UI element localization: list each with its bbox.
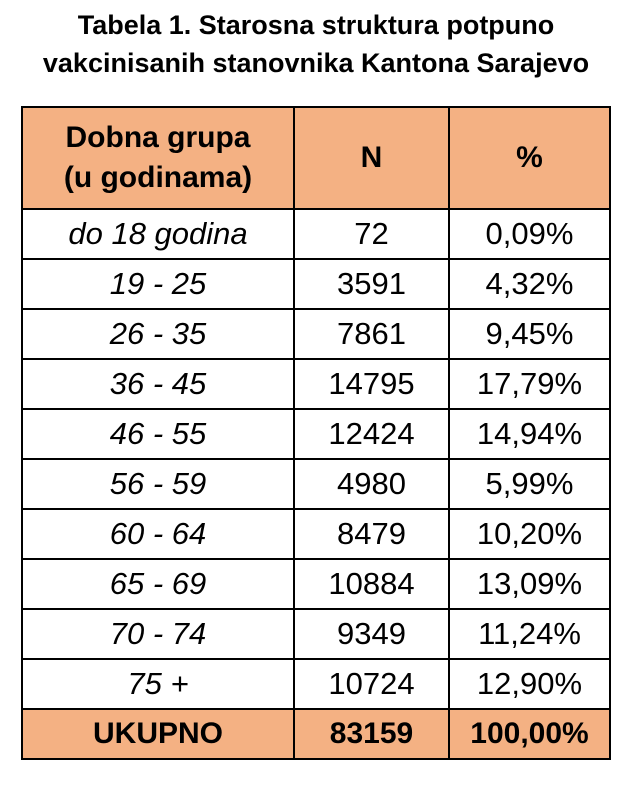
- percent-cell: 4,32%: [448, 258, 611, 310]
- header-percent: %: [448, 106, 611, 210]
- n-cell: 12424: [293, 408, 450, 460]
- table-row: 70 - 74 9349 11,24%: [21, 608, 611, 660]
- table-row: 65 - 69 10884 13,09%: [21, 558, 611, 610]
- table-row: 36 - 45 14795 17,79%: [21, 358, 611, 410]
- table-row: do 18 godina 72 0,09%: [21, 208, 611, 260]
- percent-cell: 12,90%: [448, 658, 611, 710]
- table-row: 46 - 55 12424 14,94%: [21, 408, 611, 460]
- age-group-cell: 70 - 74: [21, 608, 295, 660]
- total-label: UKUPNO: [21, 708, 295, 760]
- table-row: 75 +10724 12,90%: [21, 658, 611, 710]
- percent-cell: 14,94%: [448, 408, 611, 460]
- header-n: N: [293, 106, 450, 210]
- table-row: 56 - 59 4980 5,99%: [21, 458, 611, 510]
- age-group-cell: 19 - 25: [21, 258, 295, 310]
- n-cell: 8479: [293, 508, 450, 560]
- percent-cell: 11,24%: [448, 608, 611, 660]
- age-group-cell: 56 - 59: [21, 458, 295, 510]
- n-cell: 7861: [293, 308, 450, 360]
- n-cell: 4980: [293, 458, 450, 510]
- age-group-cell: do 18 godina: [21, 208, 295, 260]
- table-row: 60 - 64 8479 10,20%: [21, 508, 611, 560]
- percent-cell: 0,09%: [448, 208, 611, 260]
- header-age-group: Dobna grupa (u godinama): [21, 106, 295, 210]
- age-group-cell: 65 - 69: [21, 558, 295, 610]
- age-group-cell: 46 - 55: [21, 408, 295, 460]
- table-header-row: Dobna grupa (u godinama) N %: [21, 106, 611, 210]
- percent-cell: 17,79%: [448, 358, 611, 410]
- n-cell: 72: [293, 208, 450, 260]
- header-age-group-line-1: Dobna grupa: [65, 121, 251, 154]
- age-group-cell: 75 +: [21, 658, 295, 710]
- percent-cell: 9,45%: [448, 308, 611, 360]
- table-row: 26 - 35 7861 9,45%: [21, 308, 611, 360]
- title-line-2: vakcinisanih stanovnika Kantona Sarajevo: [42, 48, 590, 78]
- table-title: Tabela 1. Starosna struktura potpuno vak…: [0, 6, 632, 82]
- age-structure-table: Dobna grupa (u godinama) N % do 18 godin…: [21, 106, 611, 760]
- total-percent: 100,00%: [448, 708, 611, 760]
- n-cell: 9349: [293, 608, 450, 660]
- n-cell: 3591: [293, 258, 450, 310]
- n-cell: 10724: [293, 658, 450, 710]
- n-cell: 10884: [293, 558, 450, 610]
- age-group-cell: 26 - 35: [21, 308, 295, 360]
- title-line-1: Tabela 1. Starosna struktura potpuno: [77, 10, 555, 40]
- percent-cell: 13,09%: [448, 558, 611, 610]
- table-body: do 18 godina 72 0,09% 19 - 25 3591 4,32% 26 - …: [21, 208, 611, 710]
- age-group-cell: 36 - 45: [21, 358, 295, 410]
- table-row: 19 - 25 3591 4,32%: [21, 258, 611, 310]
- percent-cell: 5,99%: [448, 458, 611, 510]
- n-cell: 14795: [293, 358, 450, 410]
- percent-cell: 10,20%: [448, 508, 611, 560]
- age-group-cell: 60 - 64: [21, 508, 295, 560]
- header-age-group-line-2: (u godinama): [63, 161, 253, 194]
- total-n: 83159: [293, 708, 450, 760]
- table-total-row: UKUPNO 83159 100,00%: [21, 708, 611, 760]
